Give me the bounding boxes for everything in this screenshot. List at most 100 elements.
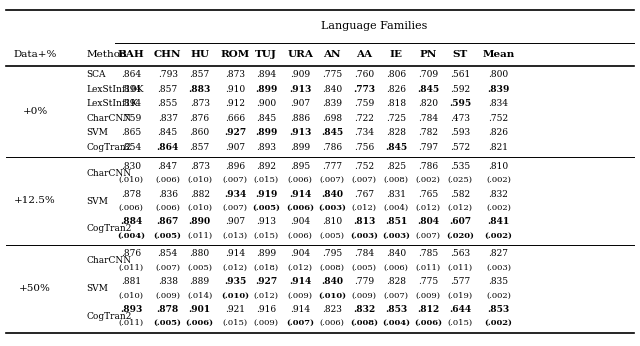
Text: .563: .563 <box>450 249 470 258</box>
Text: .901: .901 <box>189 305 211 314</box>
Text: (.012): (.012) <box>253 291 279 300</box>
Text: (.007): (.007) <box>222 176 248 184</box>
Text: .881: .881 <box>121 277 141 286</box>
Text: .752: .752 <box>354 162 374 171</box>
Text: .899: .899 <box>255 128 277 137</box>
Text: (.009): (.009) <box>287 291 313 300</box>
Text: .593: .593 <box>450 128 470 137</box>
Text: (.015): (.015) <box>253 176 279 184</box>
Text: .927: .927 <box>224 128 246 137</box>
Text: SCA: SCA <box>86 70 106 79</box>
Text: (.011): (.011) <box>415 264 441 272</box>
Text: (.003): (.003) <box>318 204 346 212</box>
Text: .865: .865 <box>121 128 141 137</box>
Text: (.020): (.020) <box>446 231 474 240</box>
Text: (.015): (.015) <box>222 319 248 327</box>
Text: .839: .839 <box>322 99 342 108</box>
Text: (.015): (.015) <box>447 319 473 327</box>
Text: +50%: +50% <box>19 284 51 293</box>
Text: (.003): (.003) <box>350 231 378 240</box>
Text: .577: .577 <box>450 277 470 286</box>
Text: (.006): (.006) <box>414 319 442 327</box>
Text: .894: .894 <box>121 85 141 94</box>
Text: .847: .847 <box>157 162 178 171</box>
Text: .786: .786 <box>322 143 342 152</box>
Text: .826: .826 <box>386 85 406 94</box>
Text: .904: .904 <box>290 249 310 258</box>
Text: .934: .934 <box>224 190 246 199</box>
Text: .860: .860 <box>189 128 210 137</box>
Text: .765: .765 <box>418 190 438 199</box>
Text: .722: .722 <box>354 114 374 123</box>
Text: .810: .810 <box>488 162 509 171</box>
Text: (.002): (.002) <box>484 231 513 240</box>
Text: (.011): (.011) <box>187 231 212 240</box>
Text: AN: AN <box>323 50 341 59</box>
Text: LexStInf10K: LexStInf10K <box>86 85 144 94</box>
Text: (.012): (.012) <box>415 204 441 212</box>
Text: (.006): (.006) <box>384 264 408 272</box>
Text: ROM: ROM <box>220 50 250 59</box>
Text: SVM: SVM <box>86 128 108 137</box>
Text: .607: .607 <box>449 217 471 226</box>
Text: .779: .779 <box>354 277 374 286</box>
Text: .873: .873 <box>189 162 210 171</box>
Text: LexStInf1K: LexStInf1K <box>86 99 138 108</box>
Text: (.007): (.007) <box>286 319 314 327</box>
Text: .825: .825 <box>386 162 406 171</box>
Text: .873: .873 <box>225 70 245 79</box>
Text: .894: .894 <box>121 99 141 108</box>
Text: (.009): (.009) <box>155 291 180 300</box>
Text: Language Families: Language Families <box>321 21 428 31</box>
Text: CharCNN: CharCNN <box>86 256 132 265</box>
Text: (.014): (.014) <box>187 291 212 300</box>
Text: .698: .698 <box>322 114 342 123</box>
Text: .889: .889 <box>189 277 210 286</box>
Text: .813: .813 <box>353 217 375 226</box>
Text: .810: .810 <box>322 217 342 226</box>
Text: (.002): (.002) <box>484 319 513 327</box>
Text: .845: .845 <box>321 128 343 137</box>
Text: (.005): (.005) <box>252 204 280 212</box>
Text: (.007): (.007) <box>155 264 180 272</box>
Text: .853: .853 <box>385 305 407 314</box>
Text: (.006): (.006) <box>156 176 180 184</box>
Text: (.011): (.011) <box>447 264 473 272</box>
Text: (.006): (.006) <box>288 231 312 240</box>
Text: (.010): (.010) <box>187 204 212 212</box>
Text: .909: .909 <box>290 70 310 79</box>
Text: .830: .830 <box>121 162 141 171</box>
Text: (.005): (.005) <box>154 319 182 327</box>
Text: .878: .878 <box>121 190 141 199</box>
Text: .834: .834 <box>488 99 509 108</box>
Text: .797: .797 <box>418 143 438 152</box>
Text: .835: .835 <box>488 277 509 286</box>
Text: (.007): (.007) <box>415 231 441 240</box>
Text: (.008): (.008) <box>383 176 409 184</box>
Text: .890: .890 <box>189 217 211 226</box>
Text: (.010): (.010) <box>318 291 346 300</box>
Text: .826: .826 <box>488 128 509 137</box>
Text: .821: .821 <box>488 143 509 152</box>
Text: .853: .853 <box>488 305 509 314</box>
Text: CharCNN: CharCNN <box>86 169 132 178</box>
Text: .893: .893 <box>120 305 142 314</box>
Text: .828: .828 <box>386 128 406 137</box>
Text: .910: .910 <box>225 85 245 94</box>
Text: .775: .775 <box>418 277 438 286</box>
Text: .893: .893 <box>256 143 276 152</box>
Text: IE: IE <box>390 50 403 59</box>
Text: .666: .666 <box>225 114 245 123</box>
Text: .820: .820 <box>418 99 438 108</box>
Text: (.005): (.005) <box>187 264 212 272</box>
Text: (.010): (.010) <box>118 176 144 184</box>
Text: (.003): (.003) <box>486 264 511 272</box>
Text: .709: .709 <box>418 70 438 79</box>
Text: SVM: SVM <box>86 284 108 293</box>
Text: .900: .900 <box>256 99 276 108</box>
Text: (.004): (.004) <box>383 204 409 212</box>
Text: .582: .582 <box>450 190 470 199</box>
Text: .916: .916 <box>256 305 276 314</box>
Text: .857: .857 <box>189 70 210 79</box>
Text: .913: .913 <box>289 128 311 137</box>
